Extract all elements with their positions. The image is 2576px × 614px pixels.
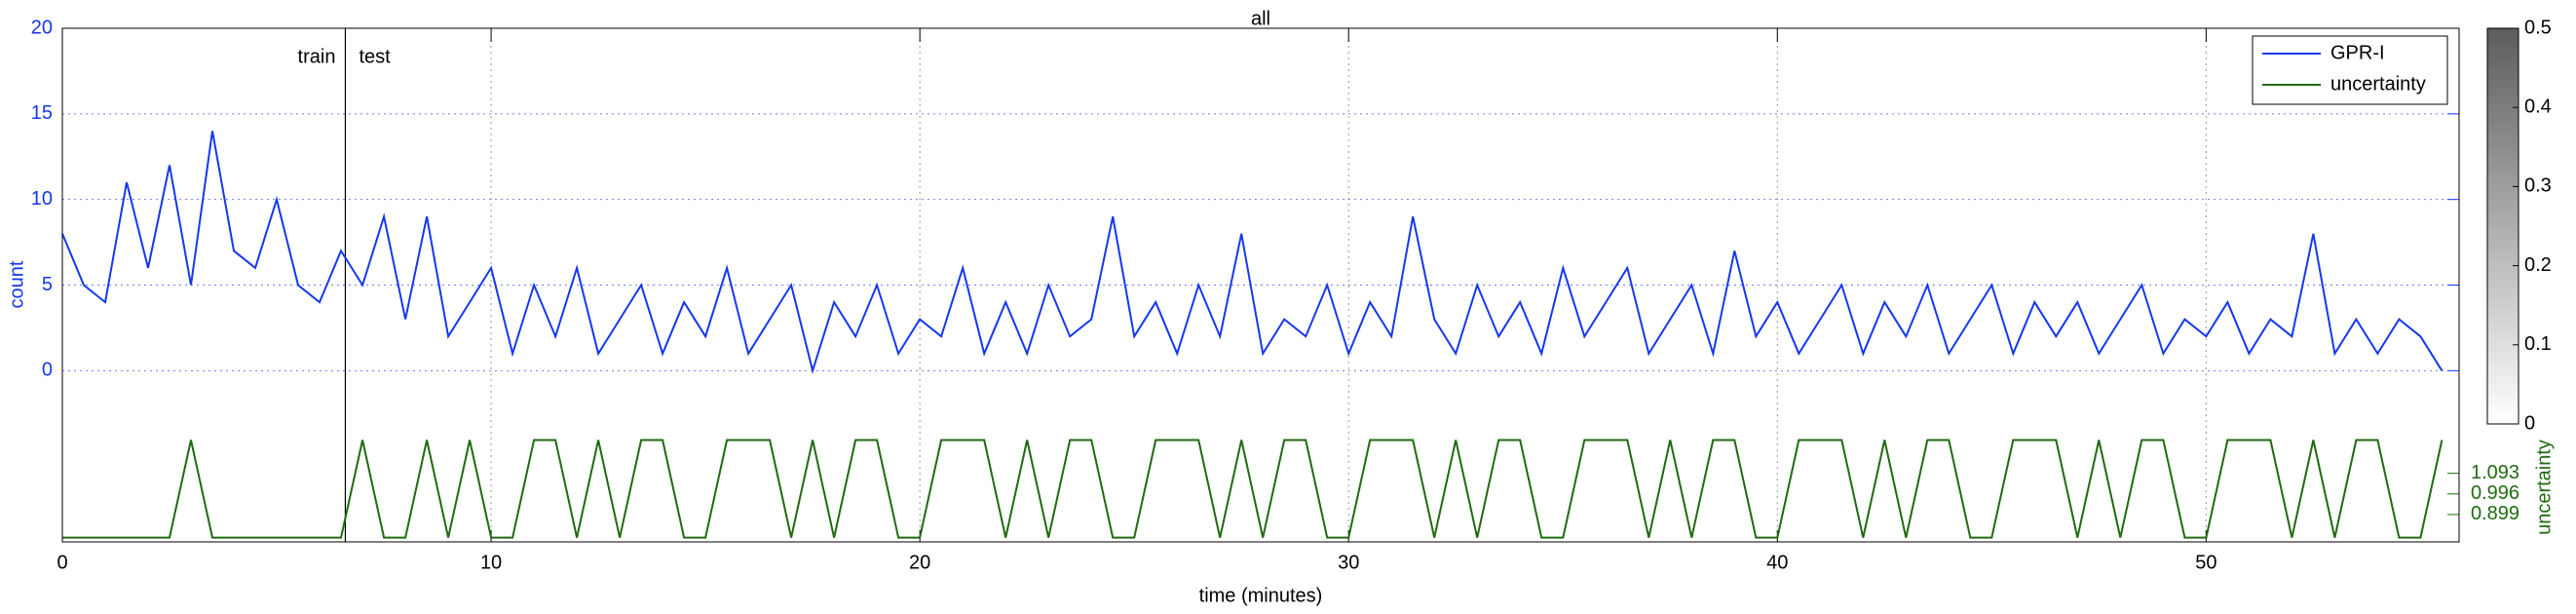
series-line: [61, 131, 2443, 374]
legend-label: GPR-I: [2330, 42, 2385, 63]
y2-tick-label: 1.093: [2471, 462, 2519, 483]
x-tick-label: 50: [2195, 552, 2216, 573]
colorbar-tick-label: 0.4: [2524, 96, 2552, 117]
x-axis-label: time (minutes): [1199, 585, 1323, 606]
y-tick-label: 20: [31, 17, 53, 38]
legend-label: uncertainty: [2330, 73, 2426, 95]
y-tick-label: 5: [42, 274, 53, 295]
colorbar: [2486, 27, 2519, 425]
y-tick-label: 10: [31, 188, 53, 210]
annotation: train: [298, 46, 336, 67]
colorbar-tick-label: 0.2: [2524, 254, 2552, 276]
chart-title: all: [1251, 8, 1270, 29]
annotation: test: [359, 46, 391, 67]
x-tick-label: 40: [1766, 552, 1788, 573]
y2-axis-label: uncertainty: [2533, 440, 2555, 535]
x-tick-label: 20: [909, 552, 930, 573]
legend-box: [2252, 35, 2448, 105]
colorbar-tick-label: 0.1: [2524, 333, 2552, 355]
series-line: [62, 439, 2443, 539]
colorbar-tick-label: 0.5: [2524, 17, 2552, 38]
y2-tick-label: 0.996: [2471, 482, 2519, 504]
y-tick-label: 0: [42, 360, 53, 381]
y-tick-label: 15: [31, 102, 53, 124]
x-tick-label: 0: [57, 552, 67, 573]
colorbar-tick-label: 0.3: [2524, 175, 2552, 197]
y2-tick-label: 0.899: [2471, 503, 2519, 524]
plot-frame: [61, 27, 2460, 543]
x-tick-label: 10: [480, 552, 502, 573]
x-tick-label: 30: [1338, 552, 1359, 573]
y-axis-label: count: [6, 260, 27, 308]
colorbar-tick-label: 0: [2524, 412, 2535, 434]
